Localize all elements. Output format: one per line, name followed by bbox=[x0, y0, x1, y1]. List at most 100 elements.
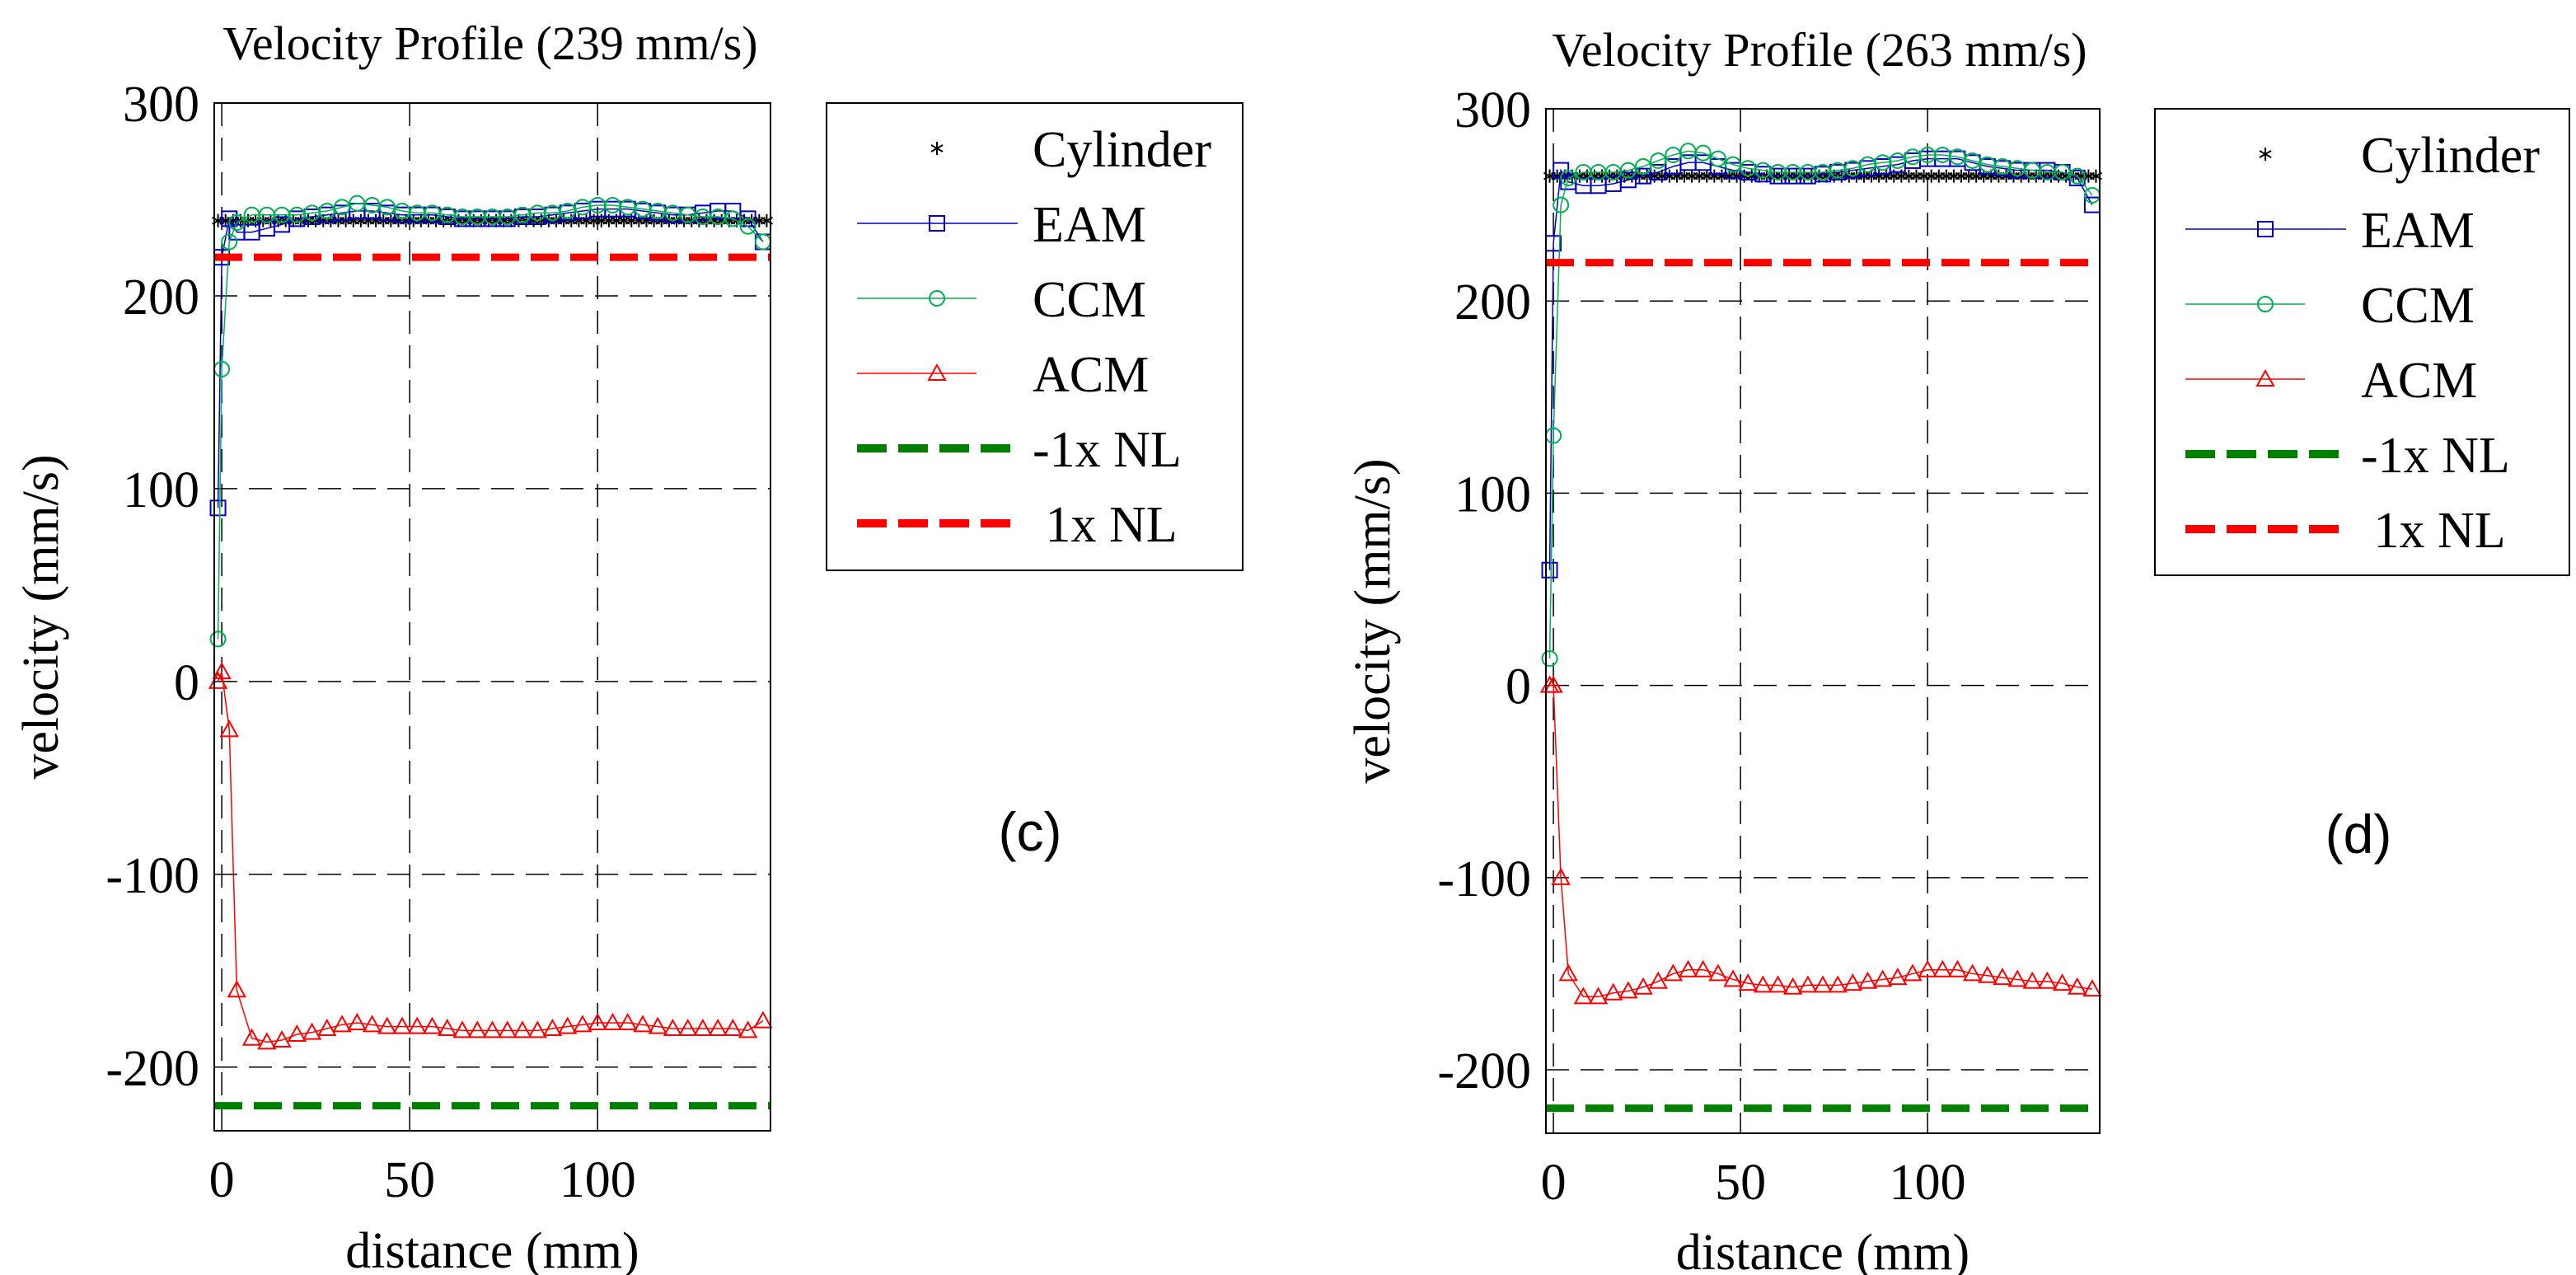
data-point bbox=[392, 1016, 412, 1034]
data-point bbox=[1889, 152, 1906, 169]
data-point bbox=[724, 210, 742, 227]
x-tick-label: 100 bbox=[560, 1152, 636, 1208]
data-point bbox=[708, 1018, 728, 1037]
x-tick-label: 100 bbox=[1890, 1155, 1966, 1211]
data-point bbox=[1678, 959, 1698, 977]
data-point bbox=[482, 1020, 503, 1038]
data-point bbox=[221, 233, 238, 251]
data-point bbox=[317, 1018, 337, 1037]
data-point bbox=[452, 1020, 472, 1038]
data-point bbox=[1543, 675, 1563, 693]
y-tick-label: 100 bbox=[1454, 466, 1531, 523]
data-point bbox=[1553, 196, 1570, 213]
data-point bbox=[1993, 968, 2012, 986]
legend-label: 1x NL bbox=[1033, 497, 1178, 553]
data-point bbox=[241, 1028, 262, 1046]
data-point bbox=[1650, 152, 1667, 169]
legend-item: EAM bbox=[857, 197, 1146, 253]
y-tick-label: -200 bbox=[1437, 1043, 1531, 1099]
series-eam bbox=[1541, 150, 2101, 579]
data-point bbox=[739, 218, 756, 235]
data-point bbox=[362, 1015, 382, 1033]
y-axis-label: velocity (mm/s) bbox=[1345, 458, 1401, 783]
data-point bbox=[209, 630, 227, 648]
data-point bbox=[1693, 959, 1713, 977]
data-point bbox=[588, 1012, 607, 1030]
data-point bbox=[347, 1012, 368, 1030]
data-point bbox=[1694, 144, 1712, 162]
series-ccm bbox=[209, 195, 771, 648]
data-point bbox=[2054, 163, 2071, 180]
data-point bbox=[542, 1018, 563, 1037]
legend-item: ACM bbox=[2185, 353, 2477, 409]
legend-marker bbox=[2259, 148, 2272, 161]
y-tick-label: -100 bbox=[1437, 851, 1531, 907]
data-point bbox=[1560, 169, 1577, 186]
legend-item: -1x NL bbox=[2185, 428, 2510, 484]
data-point bbox=[723, 1018, 743, 1037]
x-tick-label: 50 bbox=[1715, 1155, 1766, 1211]
data-point bbox=[1844, 160, 1862, 177]
chart-title: Velocity Profile (263 mm/s) bbox=[1552, 23, 2087, 77]
data-point bbox=[1947, 959, 1968, 977]
asterisk-stroke bbox=[930, 144, 944, 152]
x-tick-label: 50 bbox=[384, 1152, 435, 1208]
legend-item: CCM bbox=[2185, 278, 2475, 334]
data-point bbox=[633, 1015, 653, 1033]
data-point bbox=[617, 1012, 638, 1030]
data-point bbox=[1573, 987, 1594, 1005]
data-point bbox=[1888, 968, 1908, 986]
data-point bbox=[1551, 867, 1571, 885]
data-point bbox=[677, 1018, 698, 1037]
series-eam bbox=[209, 200, 771, 517]
legend-label: Cylinder bbox=[1033, 122, 1211, 178]
data-point bbox=[2082, 979, 2102, 997]
series-line bbox=[217, 208, 764, 509]
data-point bbox=[1708, 963, 1728, 982]
data-point bbox=[438, 1018, 457, 1037]
data-point bbox=[467, 1020, 487, 1038]
legend-item: -1x NL bbox=[857, 422, 1182, 478]
legend-marker bbox=[2257, 221, 2274, 237]
data-point bbox=[228, 214, 246, 232]
series-line bbox=[217, 202, 764, 640]
legend-marker bbox=[2255, 368, 2275, 387]
legend-marker bbox=[927, 363, 947, 381]
data-point bbox=[219, 720, 239, 738]
legend-item: 1x NL bbox=[2185, 503, 2506, 559]
data-point bbox=[693, 1018, 713, 1037]
data-point bbox=[1619, 162, 1637, 179]
y-tick-label: 300 bbox=[123, 77, 199, 133]
data-point bbox=[738, 1020, 758, 1038]
data-point bbox=[227, 980, 247, 998]
data-point bbox=[1949, 148, 1966, 166]
data-point bbox=[1541, 561, 1558, 579]
y-tick-label: 300 bbox=[1454, 82, 1531, 138]
series-acm bbox=[208, 662, 773, 1050]
legend-item: ACM bbox=[857, 347, 1149, 403]
y-tick-label: 200 bbox=[1454, 274, 1531, 330]
data-point bbox=[1857, 971, 1878, 989]
asterisk-stroke bbox=[2259, 150, 2272, 158]
y-tick-label: -200 bbox=[105, 1041, 199, 1097]
y-tick-label: 100 bbox=[123, 462, 199, 518]
data-point bbox=[407, 1016, 427, 1034]
data-point bbox=[1725, 156, 1742, 173]
panel-label: (d) bbox=[2325, 804, 2392, 865]
data-point bbox=[527, 1020, 547, 1038]
series-cylinder bbox=[212, 213, 773, 227]
data-point bbox=[1723, 969, 1743, 987]
series-acm bbox=[1539, 675, 2102, 1005]
legend-label: ACM bbox=[2361, 353, 2477, 409]
y-tick-label: 0 bbox=[174, 655, 199, 711]
data-point bbox=[257, 1032, 277, 1050]
legend-label: CCM bbox=[1033, 272, 1146, 328]
legend-label: -1x NL bbox=[1033, 422, 1182, 478]
legend-marker bbox=[929, 215, 945, 232]
data-point bbox=[1872, 969, 1893, 987]
data-point bbox=[212, 662, 232, 680]
data-point bbox=[1541, 649, 1558, 667]
data-point bbox=[1782, 977, 1803, 995]
data-point bbox=[1665, 146, 1682, 163]
